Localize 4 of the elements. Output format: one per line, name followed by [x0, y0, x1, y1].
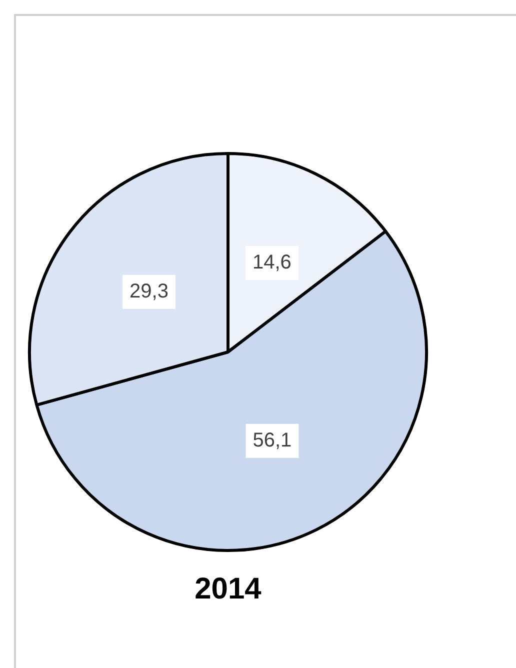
- data-label: 56,1: [252, 429, 292, 452]
- data-label: 29,3: [130, 280, 168, 302]
- text: 2014: [194, 572, 262, 606]
- data-label: 14,6: [252, 252, 292, 274]
